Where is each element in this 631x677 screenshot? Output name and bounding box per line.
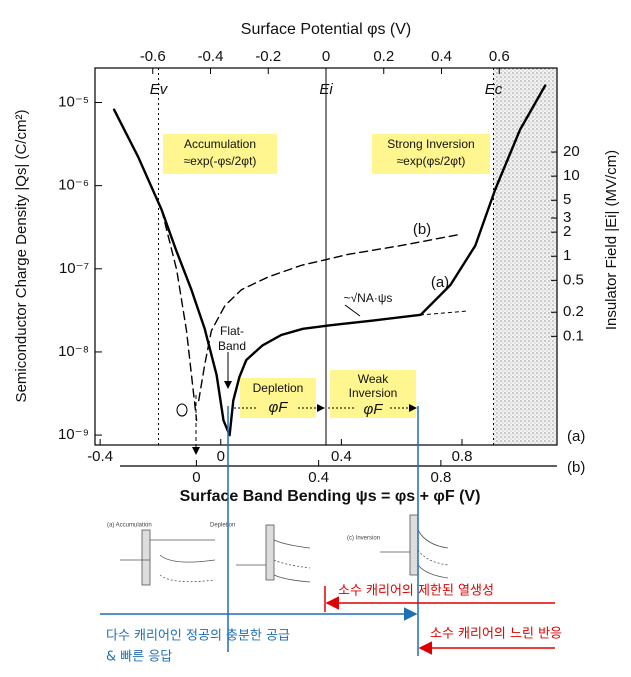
curve-label: (b) bbox=[413, 221, 431, 238]
annotation: ≈exp(-φs/2φt) bbox=[184, 154, 257, 168]
shaded-region bbox=[493, 68, 557, 445]
tangent-line bbox=[419, 310, 469, 316]
annotation: ~√NA·ψs bbox=[344, 291, 393, 305]
y2-tick-label: 5 bbox=[563, 191, 571, 208]
y2-tick-label: 0.2 bbox=[563, 303, 584, 320]
bottom-axis-title: Surface Band Bending ψs = φs + φF (V) bbox=[180, 488, 481, 505]
y-tick-label: 10⁻⁶ bbox=[58, 177, 89, 194]
band-diagram bbox=[120, 514, 449, 586]
y2-tick-label: 2 bbox=[563, 223, 571, 240]
annotation: Band bbox=[218, 339, 246, 353]
curve bbox=[198, 233, 462, 402]
note: 소수 캐리어의 느린 반응 bbox=[430, 627, 562, 642]
note: 소수 캐리어의 제한된 열생성 bbox=[338, 584, 494, 599]
highlight bbox=[372, 134, 490, 174]
annotation: φF bbox=[364, 401, 384, 418]
diagram-caption: (a) Accumulation bbox=[107, 523, 152, 529]
bottom-tick-label: 0 bbox=[217, 448, 225, 465]
bottom-axis-name: (a) bbox=[567, 428, 585, 445]
reference-label: Ev bbox=[150, 81, 169, 98]
y2-axis-title: Insulator Field |Ei| (MV/cm) bbox=[603, 150, 620, 330]
plot-layer: -0.6 -0.4 -0.2 0 0.2 0.4 0.610⁻⁵10⁻⁶10⁻⁷10⁻⁸10… bbox=[58, 48, 585, 486]
x-axis-title: Surface Potential φs (V) bbox=[241, 21, 411, 38]
x-tick-label: -0.4 bbox=[198, 48, 224, 65]
annotation: Flat- bbox=[220, 324, 244, 338]
y2-tick-label: 20 bbox=[563, 143, 580, 160]
highlight bbox=[163, 134, 277, 174]
y-tick-label: 10⁻⁵ bbox=[58, 93, 89, 110]
annotation: Depletion bbox=[253, 381, 304, 395]
x-tick-label: 0 bbox=[322, 48, 330, 65]
diagram-caption: Depletion bbox=[210, 523, 235, 529]
y2-tick-label: 3 bbox=[563, 209, 571, 226]
annotation: φF bbox=[269, 399, 289, 416]
y-tick-label: 10⁻⁷ bbox=[59, 260, 89, 277]
note: & 빠른 응답 bbox=[106, 650, 172, 665]
y2-tick-label: 0.5 bbox=[563, 271, 584, 288]
y-tick-label: 10⁻⁹ bbox=[58, 426, 89, 443]
curve-label: (a) bbox=[431, 274, 449, 291]
diagram-caption: (c) Inversion bbox=[347, 536, 380, 542]
x-tick-label: -0.6 bbox=[140, 48, 166, 65]
annotation: Accumulation bbox=[184, 137, 256, 151]
x-tick-label: -0.2 bbox=[255, 48, 281, 65]
pointer bbox=[344, 304, 361, 317]
annotation: Inversion bbox=[349, 386, 398, 400]
curve bbox=[112, 84, 547, 437]
annotation: Weak bbox=[358, 372, 389, 386]
y-axis-title: Semiconductor Charge Density |Qs| (C/cm²… bbox=[13, 110, 30, 403]
bottom-tick-label: 0.8 bbox=[452, 448, 473, 465]
bottom-tick-label: 0.8 bbox=[430, 469, 451, 486]
bottom-tick-label: 0.4 bbox=[308, 469, 329, 486]
note: 다수 캐리어인 정공의 충분한 공급 bbox=[106, 629, 290, 644]
y2-tick-label: 1 bbox=[563, 247, 571, 264]
annotation: ≈exp(φs/2φt) bbox=[397, 154, 466, 168]
y2-tick-label: 10 bbox=[563, 167, 580, 184]
reference-label: Ec bbox=[485, 81, 503, 98]
bottom-axis-name: (b) bbox=[567, 459, 585, 476]
y2-tick-label: 0.1 bbox=[563, 327, 584, 344]
x-tick-label: 0.2 bbox=[373, 48, 394, 65]
curve bbox=[161, 209, 198, 422]
rotation-mark bbox=[176, 403, 188, 417]
reference-label: Ei bbox=[319, 81, 333, 98]
background-layer bbox=[493, 68, 557, 445]
annotation: Strong Inversion bbox=[387, 137, 474, 151]
bottom-tick-label: 0 bbox=[192, 469, 200, 486]
highlight bbox=[330, 370, 416, 418]
x-tick-label: 0.4 bbox=[431, 48, 452, 65]
y-tick-label: 10⁻⁸ bbox=[58, 343, 89, 360]
x-tick-label: 0.6 bbox=[489, 48, 510, 65]
highlight bbox=[240, 378, 316, 418]
bottom-tick-label: 0.4 bbox=[331, 448, 352, 465]
bottom-tick-label: -0.4 bbox=[87, 448, 113, 465]
